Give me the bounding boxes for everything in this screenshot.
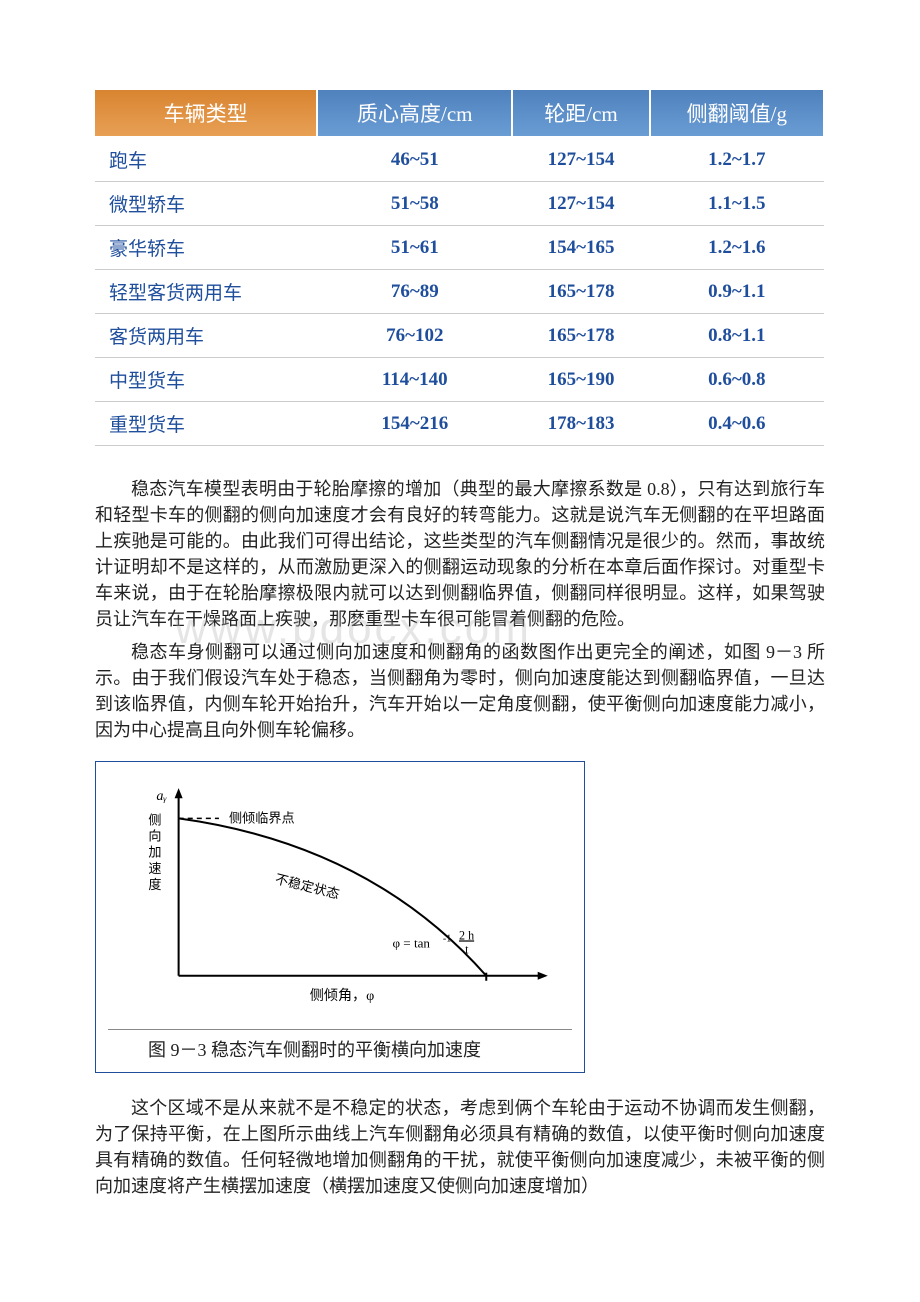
header-cg-height: 质心高度/cm bbox=[317, 90, 512, 137]
table-cell: 178~183 bbox=[512, 402, 649, 446]
header-rollover-threshold: 侧翻阈值/g bbox=[650, 90, 824, 137]
table-cell: 豪华轿车 bbox=[95, 226, 317, 270]
figure-9-3: aᵧ 侧 向 加 速 度 侧倾临界点 不稳定状态 bbox=[95, 761, 585, 1073]
table-cell: 0.4~0.6 bbox=[650, 402, 824, 446]
header-track-width: 轮距/cm bbox=[512, 90, 649, 137]
y-axis-label: 侧 向 加 速 度 bbox=[148, 812, 164, 892]
curve-label: 不稳定状态 bbox=[274, 871, 341, 901]
body-paragraph-1: 稳态汽车模型表明由于轮胎摩擦的增加（典型的最大摩擦系数是 0.8），只有达到旅行… bbox=[95, 476, 825, 633]
table-row: 微型轿车51~58127~1541.1~1.5 bbox=[95, 182, 824, 226]
table-row: 跑车46~51127~1541.2~1.7 bbox=[95, 137, 824, 182]
table-row: 客货两用车76~102165~1780.8~1.1 bbox=[95, 314, 824, 358]
table-cell: 46~51 bbox=[317, 137, 512, 182]
formula-text: φ = tan bbox=[392, 935, 430, 950]
y-axis-arrow bbox=[175, 788, 183, 798]
table-cell: 1.1~1.5 bbox=[650, 182, 824, 226]
x-axis-label: 侧倾角，φ bbox=[310, 988, 375, 1004]
figure-caption: 图 9－3 稳态汽车侧翻时的平衡横向加速度 bbox=[108, 1029, 572, 1066]
table-cell: 中型货车 bbox=[95, 358, 317, 402]
table-cell: 微型轿车 bbox=[95, 182, 317, 226]
table-row: 重型货车154~216178~1830.4~0.6 bbox=[95, 402, 824, 446]
table-cell: 重型货车 bbox=[95, 402, 317, 446]
table-cell: 165~178 bbox=[512, 314, 649, 358]
table-cell: 客货两用车 bbox=[95, 314, 317, 358]
table-cell: 127~154 bbox=[512, 137, 649, 182]
body-paragraph-3: 这个区域不是从来就不是不稳定的状态，考虑到俩个车轮由于运动不协调而发生侧翻，为了… bbox=[95, 1095, 825, 1199]
rollover-chart-svg: aᵧ 侧 向 加 速 度 侧倾临界点 不稳定状态 bbox=[108, 774, 572, 1016]
table-cell: 114~140 bbox=[317, 358, 512, 402]
table-cell: 127~154 bbox=[512, 182, 649, 226]
formula-numerator: 2 h bbox=[459, 928, 474, 942]
table-cell: 165~178 bbox=[512, 270, 649, 314]
x-axis-arrow bbox=[538, 972, 548, 980]
table-cell: 154~165 bbox=[512, 226, 649, 270]
table-cell: 0.8~1.1 bbox=[650, 314, 824, 358]
y-axis-symbol: aᵧ bbox=[156, 788, 167, 804]
table-cell: 跑车 bbox=[95, 137, 317, 182]
formula-denominator: t bbox=[465, 942, 469, 956]
formula-exponent: -1 bbox=[443, 933, 451, 944]
table-cell: 165~190 bbox=[512, 358, 649, 402]
table-header-row: 车辆类型 质心高度/cm 轮距/cm 侧翻阈值/g bbox=[95, 90, 824, 137]
table-cell: 1.2~1.6 bbox=[650, 226, 824, 270]
critical-point-label: 侧倾临界点 bbox=[229, 810, 295, 825]
table-cell: 轻型客货两用车 bbox=[95, 270, 317, 314]
header-vehicle-type: 车辆类型 bbox=[95, 90, 317, 137]
table-cell: 0.6~0.8 bbox=[650, 358, 824, 402]
table-row: 轻型客货两用车76~89165~1780.9~1.1 bbox=[95, 270, 824, 314]
table-cell: 1.2~1.7 bbox=[650, 137, 824, 182]
table-cell: 76~89 bbox=[317, 270, 512, 314]
table-cell: 51~58 bbox=[317, 182, 512, 226]
table-cell: 76~102 bbox=[317, 314, 512, 358]
table-row: 豪华轿车51~61154~1651.2~1.6 bbox=[95, 226, 824, 270]
vehicle-type-table: 车辆类型 质心高度/cm 轮距/cm 侧翻阈值/g 跑车46~51127~154… bbox=[95, 90, 825, 446]
table-cell: 154~216 bbox=[317, 402, 512, 446]
table-cell: 0.9~1.1 bbox=[650, 270, 824, 314]
table-cell: 51~61 bbox=[317, 226, 512, 270]
body-paragraph-2: 稳态车身侧翻可以通过侧向加速度和侧翻角的函数图作出更完全的阐述，如图 9－3 所… bbox=[95, 639, 825, 743]
table-row: 中型货车114~140165~1900.6~0.8 bbox=[95, 358, 824, 402]
